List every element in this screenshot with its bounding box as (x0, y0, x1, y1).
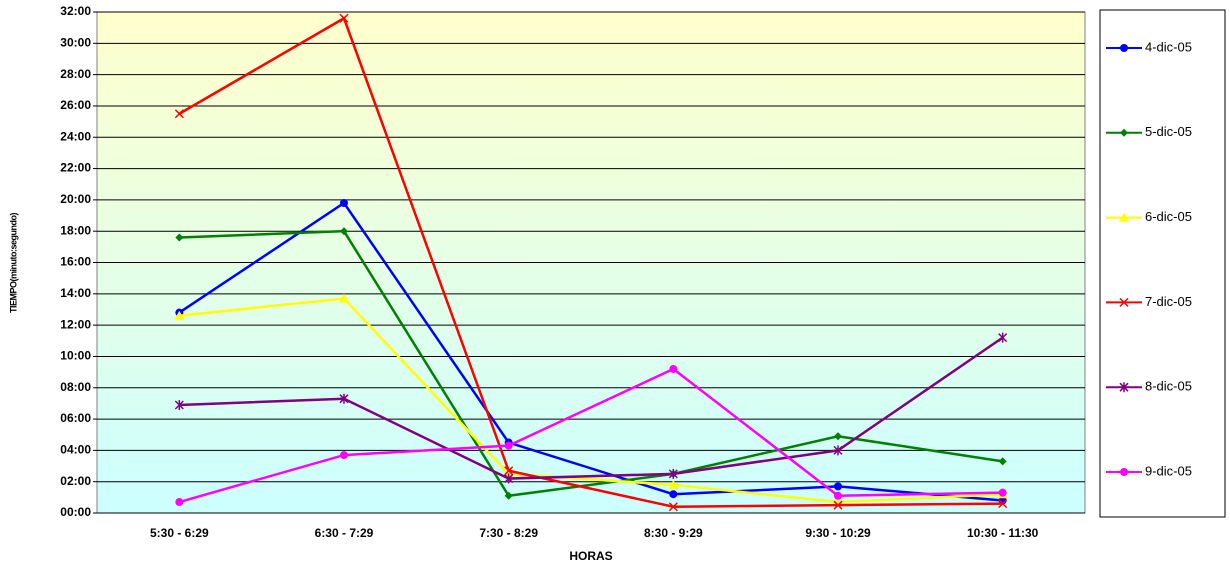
y-tick-label: 32:00 (60, 4, 91, 18)
legend-label: 7-dic-05 (1145, 294, 1192, 309)
series-line (179, 336, 1004, 480)
data-point (834, 491, 842, 500)
x-tick-label: 8:30 - 9:29 (644, 526, 703, 540)
y-tick-label: 26:00 (60, 98, 91, 112)
data-point (998, 499, 1008, 509)
data-point (668, 479, 679, 489)
data-point (340, 451, 348, 460)
data-point (174, 310, 185, 320)
y-tick-label: 00:00 (60, 505, 91, 519)
y-tick-label: 30:00 (60, 35, 91, 49)
legend-marker (1120, 468, 1128, 476)
y-tick-label: 16:00 (60, 255, 91, 269)
data-point (834, 482, 842, 491)
y-tick-label: 28:00 (60, 67, 91, 81)
x-tick-label: 9:30 - 10:29 (805, 526, 871, 540)
data-point (833, 500, 843, 510)
data-point (834, 432, 842, 441)
x-tick-label: 10:30 - 11:30 (967, 526, 1039, 540)
y-tick-label: 18:00 (60, 223, 91, 237)
data-point (504, 441, 513, 450)
legend-marker (1119, 382, 1129, 393)
data-point (339, 393, 349, 404)
data-point (998, 332, 1008, 343)
data-point (998, 488, 1007, 497)
data-point (175, 233, 184, 242)
x-axis-title: HORAS (569, 549, 612, 563)
data-point (668, 502, 678, 512)
series-line (179, 297, 1003, 504)
legend-marker (1120, 44, 1128, 52)
legend-label: 9-dic-05 (1145, 463, 1192, 478)
data-point (339, 13, 349, 23)
data-point (504, 491, 513, 500)
legend-box (1099, 9, 1226, 518)
data-point (668, 468, 678, 479)
y-tick-label: 06:00 (60, 411, 91, 425)
data-point (340, 227, 348, 236)
legend-marker (1119, 297, 1129, 307)
data-point (174, 109, 184, 119)
legend-label: 4-dic-05 (1145, 39, 1192, 54)
series-line (178, 201, 1003, 502)
y-tick-label: 20:00 (60, 192, 91, 206)
series-line (178, 367, 1003, 504)
y-tick-label: 12:00 (60, 317, 91, 331)
data-point (504, 466, 514, 476)
data-point (175, 498, 184, 507)
data-point (174, 399, 184, 410)
legend-label: 6-dic-05 (1145, 209, 1192, 224)
y-tick-label: 02:00 (60, 474, 91, 488)
x-tick-label: 7:30 - 8:29 (479, 526, 538, 540)
y-tick-label: 04:00 (60, 443, 91, 457)
legend-marker (1119, 212, 1129, 222)
legend-marker (1120, 128, 1128, 137)
x-tick-label: 6:30 - 7:29 (315, 526, 374, 540)
x-tick-label: 5:30 - 6:29 (150, 526, 209, 540)
y-axis-title: TIEMPO(minuto:segundo) (8, 213, 18, 313)
data-point (998, 457, 1007, 466)
data-point (504, 473, 514, 484)
y-tick-label: 14:00 (60, 286, 91, 300)
y-tick-label: 10:00 (60, 349, 91, 363)
data-point (340, 199, 348, 208)
series-line (179, 229, 1003, 498)
y-tick-label: 08:00 (60, 380, 91, 394)
y-tick-label: 24:00 (60, 129, 91, 143)
data-point (339, 293, 349, 303)
data-point (669, 364, 678, 373)
series-line (178, 16, 1003, 508)
legend-label: 8-dic-05 (1145, 379, 1192, 394)
y-tick-label: 22:00 (60, 161, 91, 175)
legend-label: 5-dic-05 (1145, 124, 1192, 139)
data-point (833, 497, 843, 507)
data-point (669, 490, 678, 499)
data-point (833, 445, 843, 456)
